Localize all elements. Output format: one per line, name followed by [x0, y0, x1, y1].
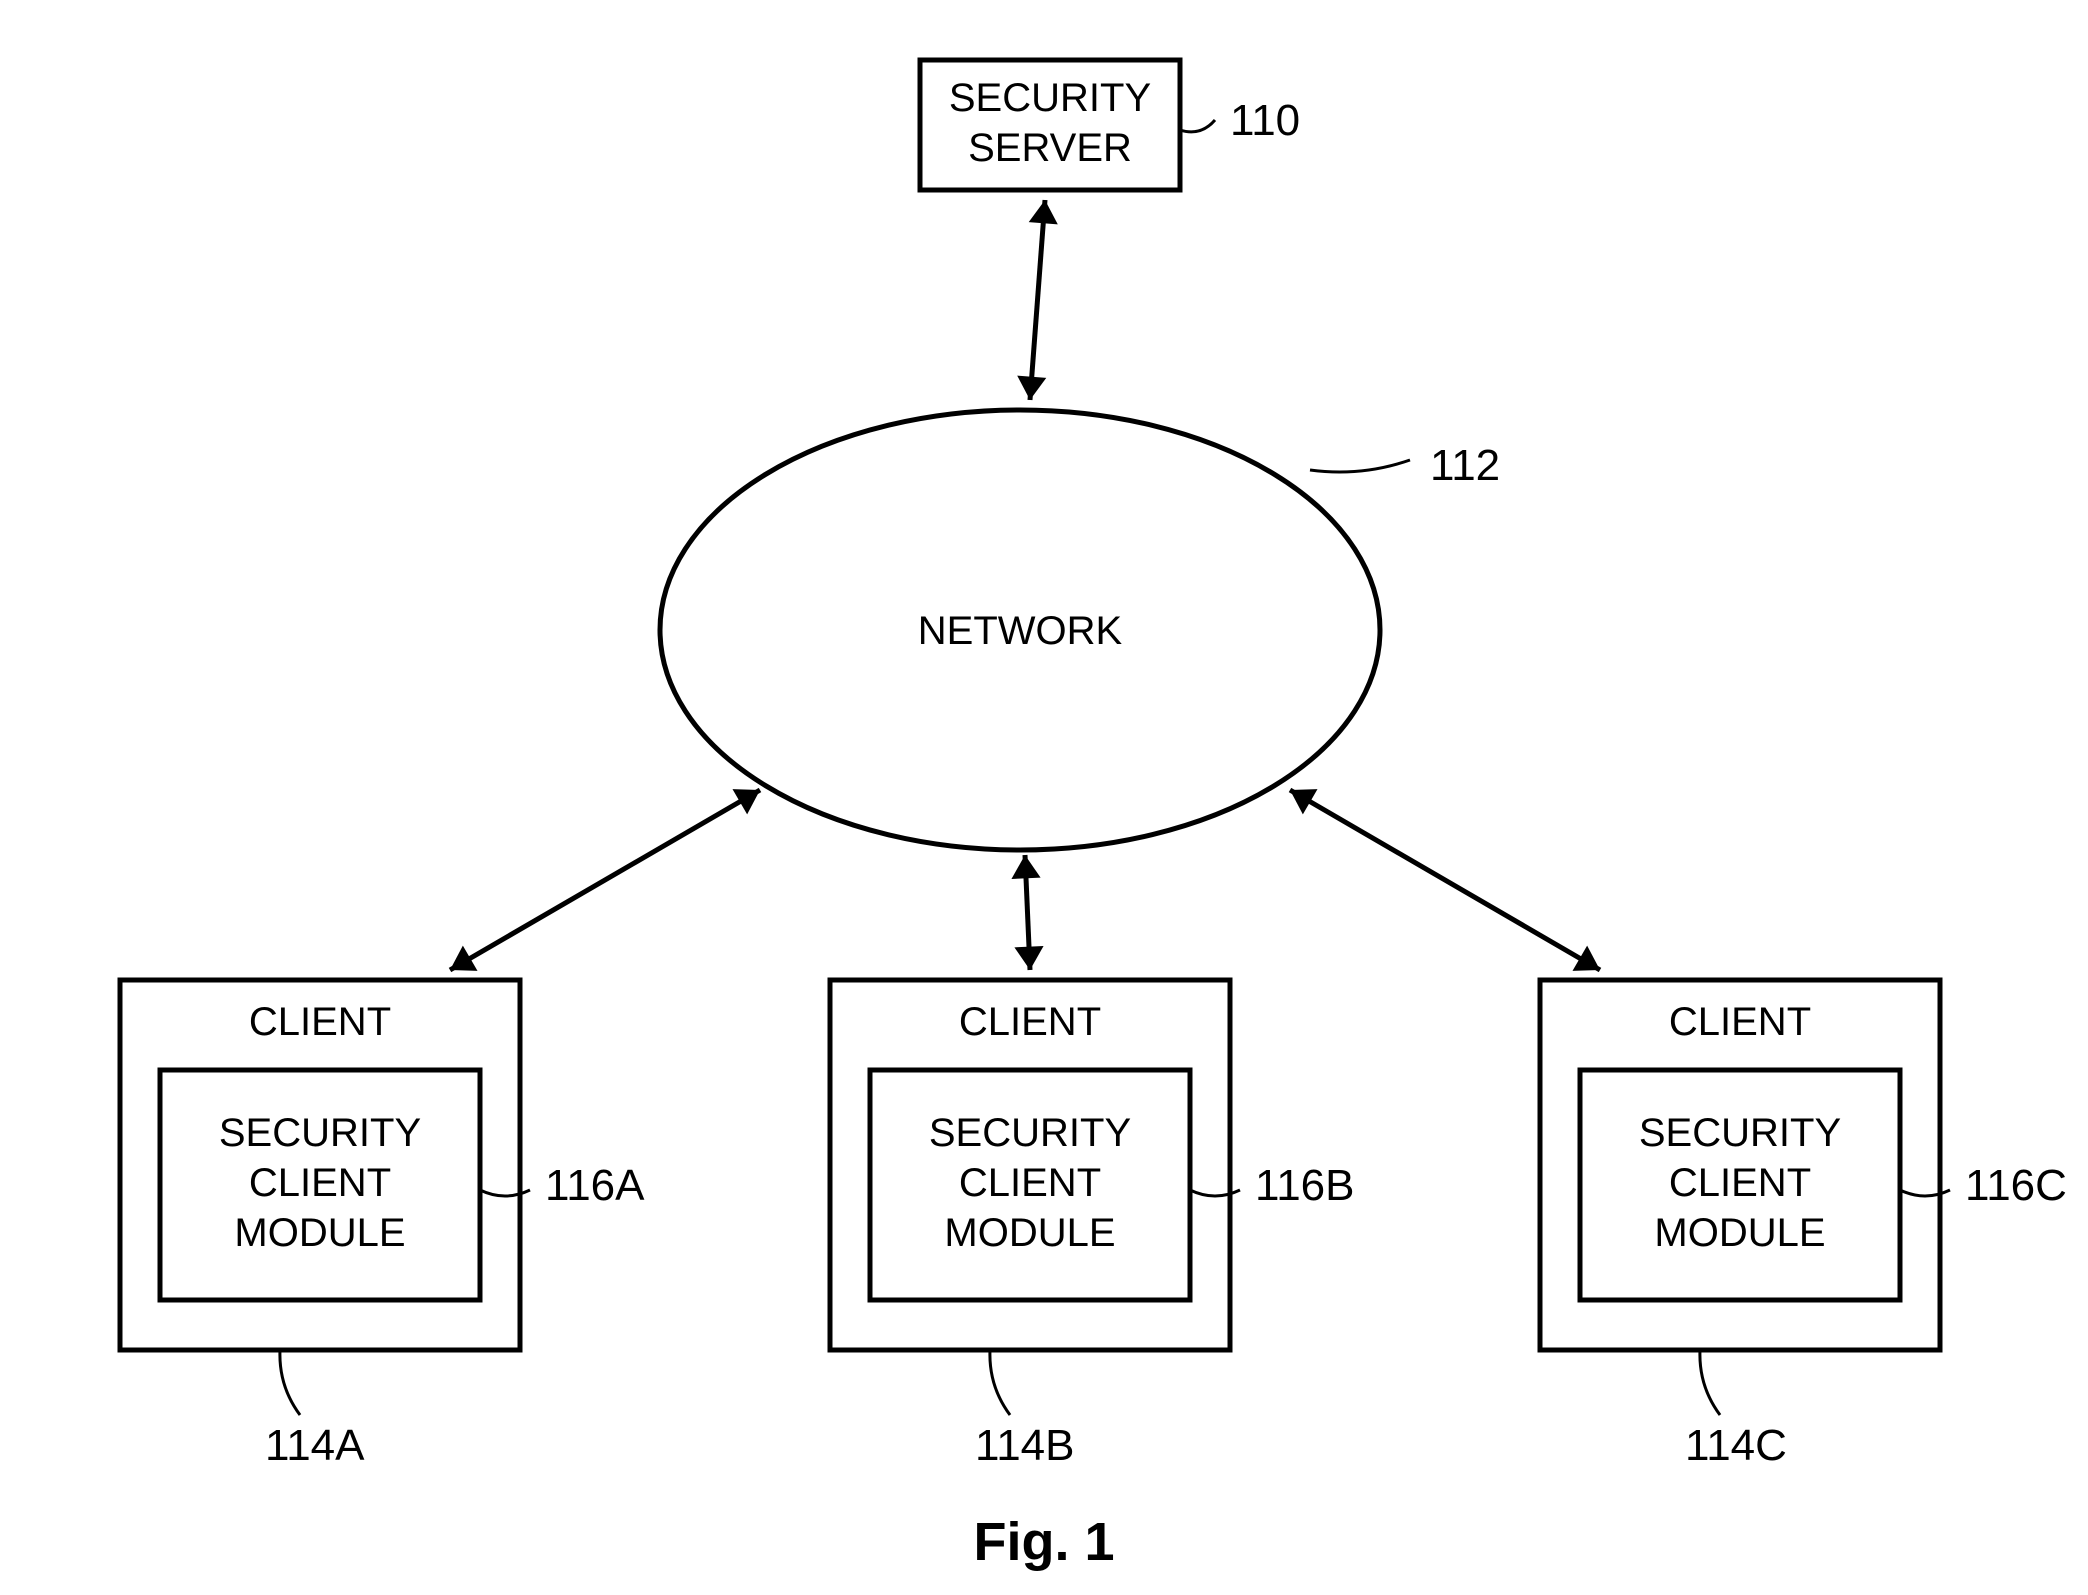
security-client-module-1-text: MODULE	[944, 1211, 1115, 1255]
security-client-module-2-text: MODULE	[1654, 1211, 1825, 1255]
ref-114B: 114B	[975, 1421, 1075, 1470]
ref-116A: 116A	[545, 1161, 645, 1210]
security-client-module-2-text: CLIENT	[1669, 1161, 1811, 1205]
client-title-1: CLIENT	[959, 1000, 1101, 1044]
security-server-box-text: SECURITY	[949, 76, 1151, 120]
ref-114C: 114C	[1685, 1421, 1787, 1470]
security-client-module-0-text: MODULE	[234, 1211, 405, 1255]
security-client-module-1-text: CLIENT	[959, 1161, 1101, 1205]
client-title-2: CLIENT	[1669, 1000, 1811, 1044]
security-client-module-0-text: SECURITY	[219, 1111, 421, 1155]
client-title-0: CLIENT	[249, 1000, 391, 1044]
security-server-box-text: SERVER	[968, 126, 1132, 170]
security-client-module-1-text: SECURITY	[929, 1111, 1131, 1155]
ref-114A: 114A	[265, 1421, 365, 1470]
security-client-module-0-text: CLIENT	[249, 1161, 391, 1205]
network-label: NETWORK	[918, 609, 1123, 653]
ref-112: 112	[1430, 441, 1500, 490]
security-client-module-2-text: SECURITY	[1639, 1111, 1841, 1155]
ref-116C: 116C	[1965, 1161, 2067, 1210]
figure-caption: Fig. 1	[973, 1512, 1114, 1572]
ref-116B: 116B	[1255, 1161, 1355, 1210]
ref-110: 110	[1230, 96, 1300, 145]
